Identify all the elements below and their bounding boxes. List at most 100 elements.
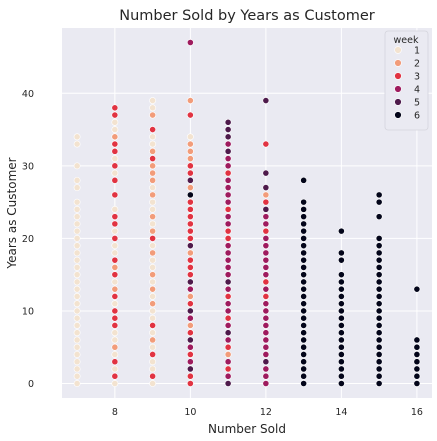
data-point xyxy=(375,365,383,373)
data-point xyxy=(111,227,119,235)
data-point xyxy=(300,220,308,228)
data-point xyxy=(262,198,270,206)
data-point xyxy=(337,380,345,387)
data-point xyxy=(300,314,308,322)
data-point xyxy=(111,358,119,366)
data-point xyxy=(375,234,383,242)
data-point xyxy=(73,372,81,380)
data-point xyxy=(149,162,157,170)
legend-label: 5 xyxy=(414,98,420,109)
data-point xyxy=(224,191,232,199)
legend-label: 4 xyxy=(414,85,420,96)
data-point xyxy=(111,162,119,170)
data-point xyxy=(375,314,383,322)
data-point xyxy=(300,249,308,257)
data-point xyxy=(300,271,308,279)
data-point xyxy=(224,372,232,380)
data-point xyxy=(186,285,194,293)
data-point xyxy=(300,372,308,380)
data-point xyxy=(186,39,194,46)
data-point xyxy=(224,307,232,315)
data-point xyxy=(300,234,308,242)
data-point xyxy=(224,278,232,286)
data-point xyxy=(186,380,194,387)
data-point xyxy=(375,293,383,300)
data-point xyxy=(262,264,270,271)
data-point xyxy=(73,293,81,300)
y-tick-label: 40 xyxy=(22,89,34,100)
data-point xyxy=(262,329,270,337)
data-point xyxy=(149,380,157,387)
data-point xyxy=(149,343,157,351)
data-point xyxy=(73,198,81,206)
data-point xyxy=(186,365,194,373)
data-point xyxy=(149,351,157,358)
data-point xyxy=(186,314,194,322)
data-point xyxy=(375,285,383,293)
legend-marker xyxy=(394,59,402,67)
data-point xyxy=(149,97,157,104)
tick-labels: 8 10 12 14 16 0 10 20 30 40 xyxy=(22,89,423,418)
data-point xyxy=(413,285,421,293)
data-point xyxy=(337,336,345,344)
data-point xyxy=(337,351,345,358)
data-point xyxy=(149,133,157,141)
data-point xyxy=(73,140,81,148)
data-point xyxy=(186,322,194,329)
x-axis-label: Number Sold xyxy=(208,422,286,436)
data-point xyxy=(73,234,81,242)
data-point xyxy=(224,358,232,366)
data-point xyxy=(337,314,345,322)
data-point xyxy=(224,198,232,206)
data-point xyxy=(73,329,81,337)
data-point xyxy=(375,249,383,257)
data-point xyxy=(111,126,119,133)
data-point xyxy=(337,285,345,293)
data-point xyxy=(186,111,194,119)
data-point xyxy=(111,213,119,221)
data-point xyxy=(337,372,345,380)
legend-marker xyxy=(394,46,402,54)
data-point xyxy=(186,351,194,358)
data-point xyxy=(375,358,383,366)
data-point xyxy=(111,351,119,358)
data-point xyxy=(73,343,81,351)
y-axis-label: Years as Customer xyxy=(5,157,19,269)
y-tick-label: 10 xyxy=(22,306,34,317)
data-point xyxy=(262,242,270,250)
data-point xyxy=(224,213,232,221)
data-point xyxy=(186,300,194,308)
data-point xyxy=(149,307,157,315)
data-point xyxy=(413,351,421,358)
data-point xyxy=(186,307,194,315)
data-point xyxy=(111,234,119,242)
data-point xyxy=(186,329,194,337)
data-point xyxy=(73,264,81,271)
data-point xyxy=(224,169,232,177)
data-point xyxy=(73,242,81,250)
data-point xyxy=(186,242,194,250)
data-point xyxy=(149,111,157,119)
data-point xyxy=(337,329,345,337)
y-tick-label: 20 xyxy=(22,234,34,245)
series-week-4 xyxy=(186,39,270,387)
data-point xyxy=(224,176,232,184)
data-point xyxy=(300,213,308,221)
data-point xyxy=(73,314,81,322)
data-point xyxy=(375,372,383,380)
data-point xyxy=(224,329,232,337)
data-point xyxy=(262,191,270,199)
data-point xyxy=(262,220,270,228)
data-point xyxy=(149,184,157,192)
legend-label: 3 xyxy=(414,72,420,83)
data-point xyxy=(111,140,119,148)
data-point xyxy=(186,133,194,141)
data-point xyxy=(111,169,119,177)
data-point xyxy=(149,300,157,308)
data-point xyxy=(111,336,119,344)
data-point xyxy=(300,343,308,351)
data-point xyxy=(73,205,81,213)
x-tick-label: 14 xyxy=(335,407,347,418)
data-point xyxy=(262,234,270,242)
